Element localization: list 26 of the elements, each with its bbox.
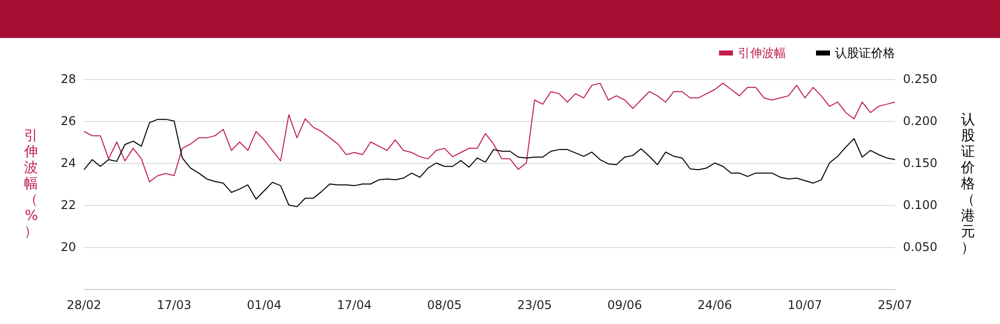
line-series (84, 82, 896, 182)
x-tick-label: 09/06 (607, 298, 642, 312)
y2-tick-label: 0.050 (903, 240, 938, 254)
x-tick-label: 01/04 (246, 298, 282, 312)
x-tick-label: 17/03 (156, 298, 192, 312)
y-axis-title: 引伸波幅（%） (23, 128, 38, 240)
legend-label: 引伸波幅 (738, 46, 786, 60)
y2-tick-label: 0.200 (903, 114, 938, 128)
y-tick-label: 22 (60, 198, 76, 212)
line-series (84, 118, 896, 208)
y-tick-label: 20 (60, 240, 76, 254)
x-tick-label: 24/06 (697, 298, 732, 312)
y2-tick-label: 0.150 (903, 156, 938, 170)
y-tick-label: 28 (60, 72, 76, 86)
y-tick-label: 24 (60, 156, 76, 170)
y2-tick-label: 0.100 (903, 198, 938, 212)
x-tick-label: 08/05 (427, 298, 462, 312)
x-tick-label: 28/02 (66, 298, 102, 312)
x-tick-label: 17/04 (337, 298, 372, 312)
x-tick-label: 10/07 (788, 298, 822, 312)
y2-tick-label: 0.250 (903, 72, 938, 86)
x-tick-label: 25/07 (878, 298, 912, 312)
legend-label: 认股证价格 (835, 46, 895, 60)
y-tick-label: 26 (60, 114, 76, 128)
x-tick-label: 23/05 (517, 298, 552, 312)
text: 认股证价格（港元） (961, 112, 975, 256)
